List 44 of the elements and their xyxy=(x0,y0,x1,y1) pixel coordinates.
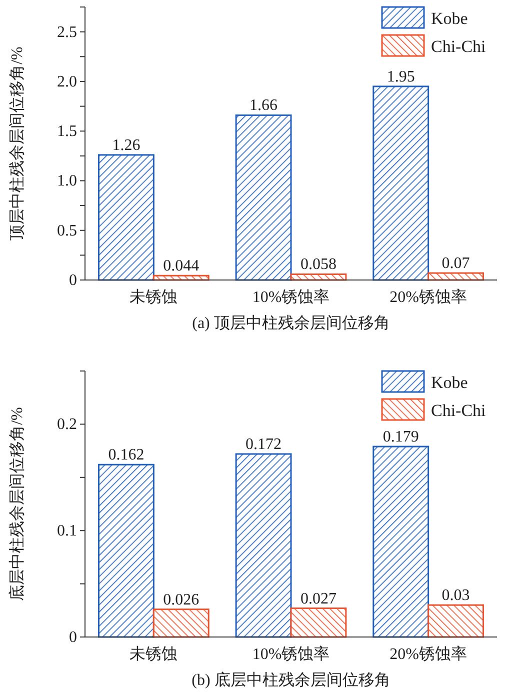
data-label: 0.03 xyxy=(442,587,470,604)
bar xyxy=(98,464,154,638)
y-tick-label: 0 xyxy=(69,629,77,646)
x-tick-label: 10%锈蚀率 xyxy=(252,288,330,306)
y-tick-label: 0.5 xyxy=(57,222,77,240)
legend-label: Kobe xyxy=(431,9,468,28)
data-label: 1.26 xyxy=(112,136,140,154)
data-label: 0.027 xyxy=(300,590,336,608)
data-label: 1.95 xyxy=(386,68,415,86)
legend-label: Chi-Chi xyxy=(431,37,486,56)
legend-label: Kobe xyxy=(431,373,468,392)
x-tick-label: 未锈蚀 xyxy=(130,288,178,306)
bar xyxy=(372,446,430,638)
y-tick-label: 1.5 xyxy=(57,123,77,140)
bar xyxy=(98,154,154,281)
y-tick-label: 2.5 xyxy=(57,24,77,41)
bar xyxy=(235,114,292,281)
x-tick-label: 20%锈蚀率 xyxy=(390,288,467,306)
text: (a) 顶层中柱残余层间位移角 xyxy=(192,314,390,332)
y-axis-title: 顶层中柱残余层间位移角/% xyxy=(8,46,26,240)
data-label: 0.058 xyxy=(300,256,336,274)
x-tick-label: 未锈蚀 xyxy=(130,645,178,663)
data-label: 0.179 xyxy=(382,428,419,446)
y-tick-label: 2.0 xyxy=(57,73,77,90)
x-tick-label: 10%锈蚀率 xyxy=(252,645,330,663)
data-label: 0.162 xyxy=(108,446,144,464)
data-label: 0.172 xyxy=(246,436,282,453)
bar xyxy=(290,608,347,638)
y-tick-label: 0 xyxy=(69,272,77,289)
data-label: 0.07 xyxy=(442,255,470,272)
y-tick-label: 1.0 xyxy=(57,172,77,190)
bar xyxy=(372,86,430,281)
legend-label: Chi-Chi xyxy=(431,401,486,420)
data-label: 0.026 xyxy=(163,591,200,608)
x-tick-label: 20%锈蚀率 xyxy=(390,645,467,663)
y-axis-title: 底层中柱残余层间位移角/% xyxy=(8,407,26,601)
text: (b) 底层中柱残余层间位移角 xyxy=(192,671,390,689)
y-tick-label: 0.2 xyxy=(57,416,77,434)
y-tick-label: 0.1 xyxy=(57,522,77,540)
bar xyxy=(428,604,484,638)
data-label: 1.66 xyxy=(250,97,278,114)
bar xyxy=(152,608,210,638)
data-label: 0.044 xyxy=(163,258,200,275)
bar xyxy=(235,453,292,638)
